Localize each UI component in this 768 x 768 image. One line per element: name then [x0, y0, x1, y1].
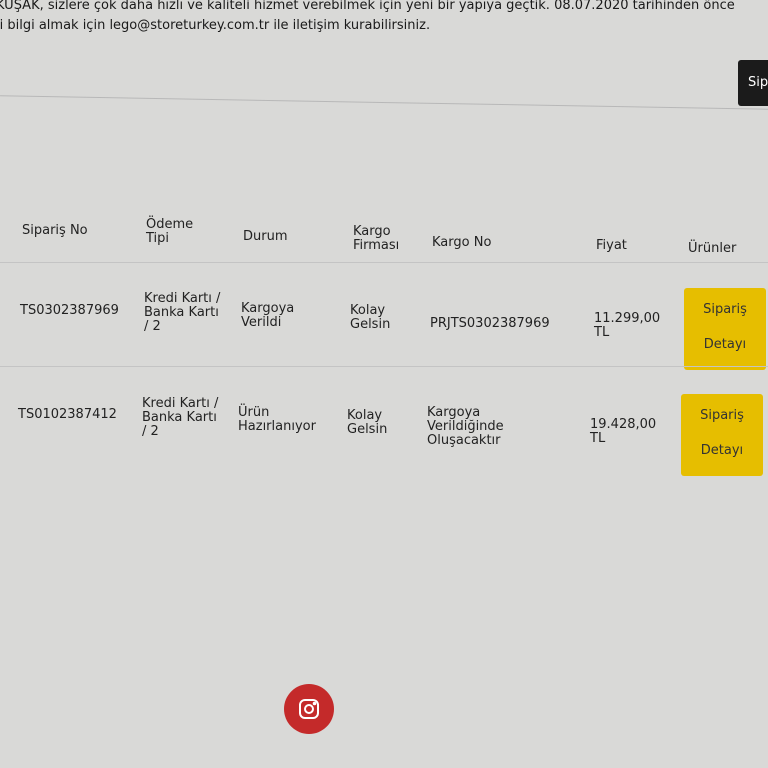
carrier: Kolay Gelsin	[350, 303, 391, 332]
header-tracking: Kargo No	[432, 235, 492, 250]
status: Kargoya Verildi	[241, 301, 295, 330]
header-products: Ürünler	[688, 241, 737, 256]
order-detail-button[interactable]: Sipariş Detayı	[684, 288, 766, 370]
header-price: Fiyat	[596, 238, 627, 253]
top-order-button[interactable]: Sip	[738, 60, 768, 106]
order-detail-button[interactable]: Sipariş Detayı	[681, 394, 763, 476]
notice-line-1: KUŞAK, sizlere çok daha hızlı ve kalitel…	[0, 0, 735, 13]
status: Ürün Hazırlanıyor	[238, 405, 316, 434]
button-label-2: Detayı	[700, 443, 744, 458]
button-label-1: Sipariş	[700, 408, 744, 423]
price: 11.299,00 TL	[594, 311, 661, 340]
header-status: Durum	[243, 229, 288, 244]
row-divider	[0, 366, 768, 367]
notice-line-2: li bilgi almak için lego@storeturkey.com…	[0, 18, 431, 33]
button-label-2: Detayı	[703, 337, 747, 352]
row-divider	[0, 262, 768, 263]
button-label-1: Sipariş	[703, 302, 747, 317]
payment-type: Kredi Kartı / Banka Kartı / 2	[144, 291, 221, 334]
header-carrier: Kargo Firması	[353, 224, 400, 253]
header-payment: Ödeme Tipi	[146, 217, 194, 246]
order-no: TS0102387412	[18, 407, 117, 422]
order-no: TS0302387969	[20, 303, 119, 318]
divider	[0, 95, 768, 110]
price: 19.428,00 TL	[590, 417, 657, 446]
payment-type: Kredi Kartı / Banka Kartı / 2	[142, 396, 219, 439]
notice-banner: KUŞAK, sizlere çok daha hızlı ve kalitel…	[0, 0, 735, 36]
tracking-no: PRJTS0302387969	[430, 316, 550, 331]
tracking-no: Kargoya Verildiğinde Oluşacaktır	[427, 405, 504, 448]
carrier: Kolay Gelsin	[347, 408, 388, 437]
header-order-no: Sipariş No	[22, 223, 88, 238]
instagram-icon[interactable]	[284, 684, 334, 734]
